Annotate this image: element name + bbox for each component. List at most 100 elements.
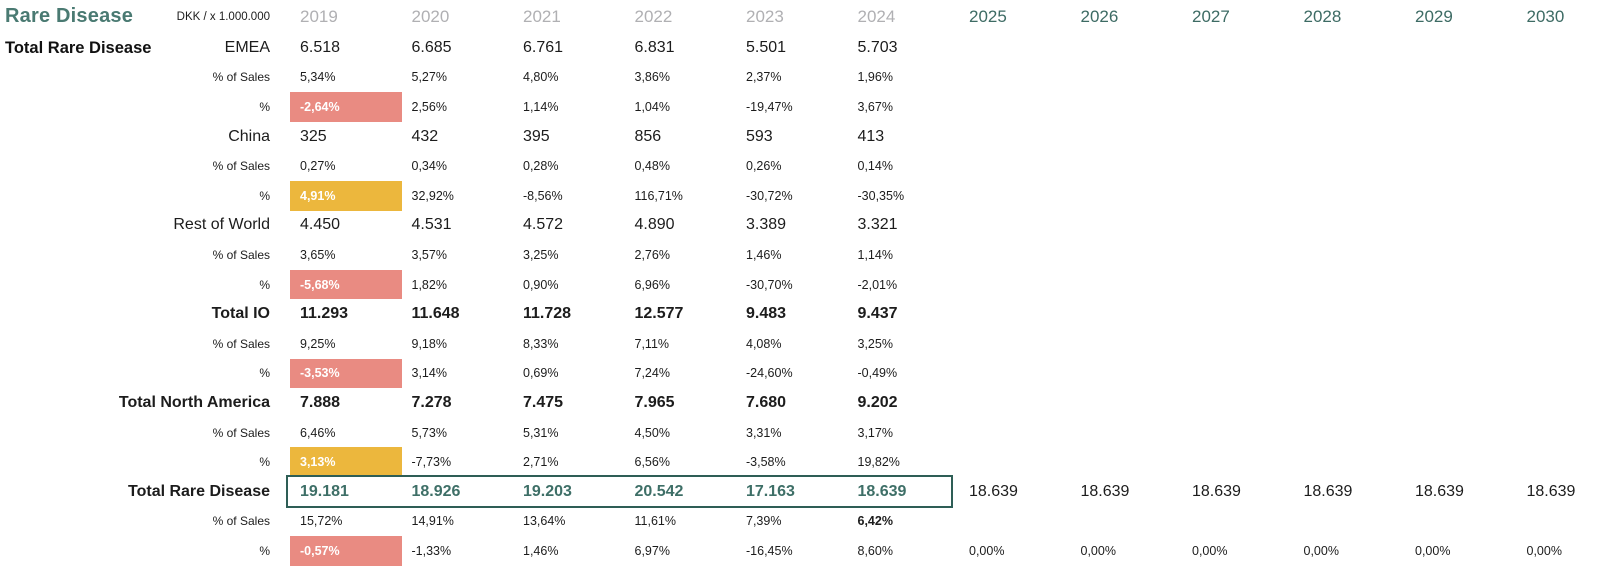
cell-2027[interactable]	[1182, 447, 1294, 477]
year-header-2026[interactable]: 2026	[1080, 6, 1119, 26]
cell-2024[interactable]: 0,14%	[857, 159, 893, 174]
cell-2023[interactable]: -16,45%	[746, 543, 793, 558]
cell-2020[interactable]: 9,18%	[411, 336, 447, 351]
cell-2024[interactable]: 9.202	[857, 393, 898, 411]
cell-2021[interactable]: -8,56%	[523, 188, 563, 203]
cell-2026[interactable]	[1071, 270, 1183, 300]
cell-2030[interactable]: 18.639	[1526, 482, 1576, 500]
cell-2025[interactable]	[959, 92, 1071, 122]
cell-2026[interactable]	[1071, 92, 1183, 122]
cell-2030[interactable]	[1517, 388, 1600, 418]
cell-2026[interactable]	[1071, 181, 1183, 211]
year-header-2019[interactable]: 2019	[300, 6, 338, 26]
cell-2030[interactable]	[1517, 270, 1600, 300]
row-label[interactable]: % of Sales	[212, 159, 270, 174]
cell-2023[interactable]: 2,37%	[746, 70, 782, 85]
row-label[interactable]: % of Sales	[212, 425, 270, 440]
cell-2020[interactable]: 5,73%	[411, 425, 447, 440]
cell-2022[interactable]: 7.965	[634, 393, 675, 411]
cell-2030[interactable]	[1517, 33, 1600, 63]
cell-2024[interactable]: 8,60%	[857, 543, 893, 558]
cell-2028[interactable]	[1294, 122, 1406, 152]
cell-2025[interactable]: 0,00%	[969, 543, 1005, 558]
cell-2027[interactable]	[1182, 418, 1294, 448]
cell-2021[interactable]: 395	[523, 127, 550, 145]
cell-2021[interactable]: 1,14%	[523, 99, 559, 114]
cell-2019[interactable]: -5,68%	[290, 269, 402, 300]
cell-2029[interactable]	[1405, 211, 1517, 241]
cell-2029[interactable]	[1405, 359, 1517, 389]
year-header-2028[interactable]: 2028	[1303, 6, 1342, 26]
cell-2030[interactable]	[1517, 447, 1600, 477]
row-label[interactable]: % of Sales	[212, 70, 270, 85]
cell-2022[interactable]: 11,61%	[634, 514, 676, 529]
cell-2030[interactable]	[1517, 181, 1600, 211]
cell-2028[interactable]	[1294, 92, 1406, 122]
cell-2023[interactable]: 3,31%	[746, 425, 782, 440]
cell-2019[interactable]: 3,65%	[300, 247, 336, 262]
year-header-2024[interactable]: 2024	[857, 6, 896, 26]
cell-2020[interactable]: 6.685	[411, 38, 452, 56]
row-label[interactable]: % of Sales	[212, 336, 270, 351]
row-label[interactable]: % of Sales	[212, 514, 270, 529]
cell-2022[interactable]: 6,97%	[634, 543, 670, 558]
row-label[interactable]: %	[259, 455, 270, 470]
row-label[interactable]: %	[259, 188, 270, 203]
year-header-2022[interactable]: 2022	[634, 6, 673, 26]
cell-2023[interactable]: -30,70%	[746, 277, 793, 292]
cell-2028[interactable]	[1294, 447, 1406, 477]
cell-2019[interactable]: 9,25%	[300, 336, 336, 351]
cell-2020[interactable]: 1,82%	[411, 277, 447, 292]
cell-2026[interactable]	[1071, 33, 1183, 63]
cell-2025[interactable]	[959, 447, 1071, 477]
cell-2023[interactable]: 5.501	[746, 38, 787, 56]
cell-2029[interactable]	[1405, 63, 1517, 93]
cell-2026[interactable]	[1071, 299, 1183, 329]
cell-2029[interactable]: 18.639	[1415, 482, 1464, 500]
cell-2028[interactable]	[1294, 240, 1406, 270]
cell-2023[interactable]: 4,08%	[746, 336, 782, 351]
cell-2028[interactable]	[1294, 151, 1406, 181]
cell-2020[interactable]: 5,27%	[411, 70, 447, 85]
cell-2019[interactable]: 3,13%	[290, 447, 402, 477]
cell-2030[interactable]	[1517, 507, 1600, 537]
cell-2019[interactable]: 325	[300, 127, 327, 145]
cell-2025[interactable]	[959, 33, 1071, 63]
cell-2019[interactable]: 7.888	[300, 393, 341, 411]
row-label[interactable]: %	[259, 277, 270, 292]
year-header-2029[interactable]: 2029	[1415, 6, 1453, 26]
cell-2026[interactable]	[1071, 359, 1183, 389]
cell-2030[interactable]	[1517, 418, 1600, 448]
cell-2019[interactable]: 6.518	[300, 38, 341, 56]
year-header-2021[interactable]: 2021	[523, 6, 561, 26]
cell-2028[interactable]	[1294, 63, 1406, 93]
cell-2019[interactable]: 4.450	[300, 216, 341, 234]
cell-2021[interactable]: 0,69%	[523, 366, 559, 381]
cell-2024[interactable]: 413	[857, 127, 885, 145]
cell-2029[interactable]	[1405, 418, 1517, 448]
cell-2023[interactable]: 7,39%	[746, 514, 782, 529]
cell-2024[interactable]: 9.437	[857, 305, 898, 323]
cell-2029[interactable]	[1405, 33, 1517, 63]
cell-2020[interactable]: 3,57%	[411, 247, 447, 262]
cell-2028[interactable]	[1294, 329, 1406, 359]
cell-2022[interactable]: 20.542	[634, 482, 684, 500]
cell-2027[interactable]	[1182, 151, 1294, 181]
cell-2029[interactable]	[1405, 181, 1517, 211]
cell-2028[interactable]	[1294, 359, 1406, 389]
cell-2027[interactable]: 18.639	[1192, 482, 1241, 500]
cell-2022[interactable]: 4,50%	[634, 425, 670, 440]
row-label[interactable]: Rest of World	[173, 216, 270, 234]
cell-2022[interactable]: 4.890	[634, 216, 675, 234]
cell-2020[interactable]: 4.531	[411, 216, 452, 234]
cell-2027[interactable]	[1182, 507, 1294, 537]
cell-2029[interactable]	[1405, 122, 1517, 152]
cell-2022[interactable]: 116,71%	[634, 188, 683, 203]
cell-2030[interactable]	[1517, 211, 1600, 241]
cell-2020[interactable]: 11.648	[411, 305, 460, 323]
cell-2027[interactable]	[1182, 329, 1294, 359]
row-label[interactable]: EMEA	[224, 38, 270, 56]
cell-2026[interactable]	[1071, 388, 1183, 418]
cell-2025[interactable]	[959, 211, 1071, 241]
cell-2030[interactable]	[1517, 63, 1600, 93]
